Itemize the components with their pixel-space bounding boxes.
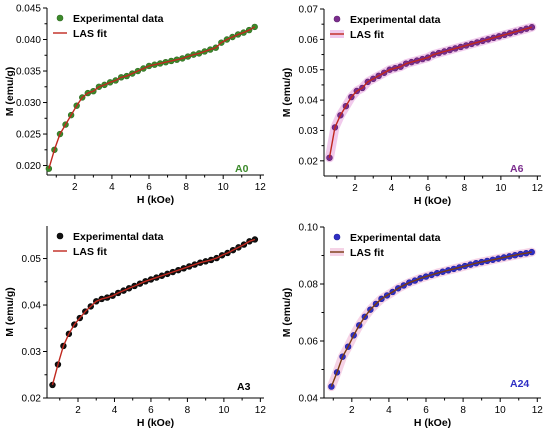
- y-tick-label: 0.045: [16, 4, 41, 15]
- y-tick-label: 0.03: [299, 126, 319, 137]
- panel-a6: 2 4 6 8 10 12 0.02 0.03 0.04 0.05 0.06 0.07 H (kOe) M…: [281, 5, 543, 208]
- y-tick-label: 0.06: [299, 35, 319, 46]
- fit-line: [330, 251, 532, 387]
- fit-line: [48, 26, 256, 169]
- legend-label-fit: LAS fit: [350, 29, 384, 41]
- x-tick-label: 6: [423, 405, 429, 416]
- y-axis-label: M (emu/g): [281, 68, 293, 118]
- panel-tag: A6: [510, 163, 524, 175]
- x-tick-label: 6: [146, 182, 152, 193]
- y-tick-label: 0.10: [299, 223, 319, 234]
- x-axis-label: H (kOe): [137, 194, 174, 206]
- x-tick-label: 12: [255, 182, 267, 193]
- x-tick-label: 10: [495, 183, 507, 194]
- legend-marker-experimental: [56, 232, 64, 240]
- x-tick-label: 8: [183, 182, 189, 193]
- x-tick-label: 4: [389, 183, 395, 194]
- y-tick-label: 0.04: [22, 301, 42, 312]
- x-tick-label: 8: [185, 405, 191, 416]
- legend-label-experimental: Experimental data: [73, 13, 164, 25]
- x-tick-label: 10: [218, 405, 230, 416]
- y-tick-label: 0.020: [16, 161, 41, 172]
- x-tick-label: 4: [112, 405, 118, 416]
- legend-label-fit: LAS fit: [350, 247, 384, 259]
- panel-a0: 2 4 6 8 10 12 0.020 0.025 0.030 0.035 0.040 0.045 H …: [4, 4, 266, 207]
- panel-tag: A0: [235, 163, 249, 175]
- y-tick-label: 0.025: [16, 130, 41, 141]
- y-tick-label: 0.030: [16, 98, 41, 109]
- y-tick-label: 0.05: [22, 254, 42, 265]
- fit-halo-band: [324, 22, 537, 163]
- x-tick-label: 12: [532, 183, 544, 194]
- legend-label-experimental: Experimental data: [350, 14, 441, 26]
- legend-label-fit: LAS fit: [73, 28, 107, 40]
- legend-marker-experimental: [56, 14, 64, 22]
- y-axis-label: M (emu/g): [4, 67, 16, 117]
- x-tick-label: 2: [349, 405, 355, 416]
- x-axis-label: H (kOe): [414, 195, 451, 207]
- y-tick-label: 0.05: [299, 65, 319, 76]
- panel-a3: 2 4 6 8 10 12 0.02 0.03 0.04 0.05 H (kOe) M (emu/g)…: [4, 226, 266, 429]
- y-tick-label: 0.04: [299, 394, 319, 405]
- x-axis-label: H (kOe): [137, 417, 174, 429]
- y-tick-label: 0.06: [299, 337, 319, 348]
- x-tick-label: 10: [495, 405, 507, 416]
- legend-marker-experimental: [333, 15, 341, 23]
- panel-tag: A24: [510, 378, 529, 390]
- x-tick-label: 6: [148, 405, 154, 416]
- y-tick-label: 0.08: [299, 280, 319, 291]
- x-tick-label: 2: [75, 405, 81, 416]
- x-tick-label: 12: [532, 405, 544, 416]
- y-axis-label: M (emu/g): [4, 287, 16, 337]
- x-tick-label: 4: [109, 182, 115, 193]
- y-tick-label: 0.04: [299, 96, 319, 107]
- fit-line: [51, 238, 256, 386]
- y-tick-label: 0.02: [299, 156, 319, 167]
- x-tick-label: 10: [218, 182, 230, 193]
- x-tick-label: 12: [255, 405, 267, 416]
- y-tick-label: 0.02: [22, 394, 42, 405]
- panel-a24: 2 4 6 8 10 12 0.04 0.06 0.08 0.10 H (kOe) M (emu/g)…: [281, 223, 543, 429]
- x-tick-label: 2: [72, 182, 78, 193]
- legend-label-experimental: Experimental data: [73, 231, 164, 243]
- y-tick-label: 0.035: [16, 67, 41, 78]
- y-tick-label: 0.07: [299, 5, 319, 16]
- legend-label-experimental: Experimental data: [350, 232, 441, 244]
- x-tick-label: 6: [425, 183, 431, 194]
- x-tick-label: 4: [386, 405, 392, 416]
- y-axis-label: M (emu/g): [281, 288, 293, 338]
- legend-marker-experimental: [333, 233, 341, 241]
- x-tick-label: 8: [462, 183, 468, 194]
- legend-label-fit: LAS fit: [73, 246, 107, 258]
- x-tick-label: 8: [460, 405, 466, 416]
- y-tick-label: 0.040: [16, 35, 41, 46]
- x-tick-label: 2: [352, 183, 358, 194]
- panel-tag: A3: [237, 381, 251, 393]
- y-tick-label: 0.03: [22, 347, 42, 358]
- x-axis-label: H (kOe): [414, 417, 451, 429]
- fit-line: [328, 26, 533, 158]
